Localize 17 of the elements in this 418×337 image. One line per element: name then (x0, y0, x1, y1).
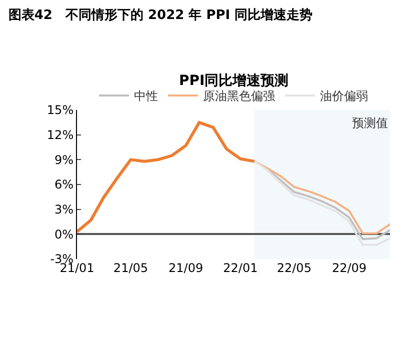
y-tick-label: 15% (46, 103, 74, 118)
legend-label: 原油黑色偏强 (203, 89, 275, 104)
legend-label: 中性 (134, 89, 158, 104)
chart-subtitle: PPI同比增速预测 (179, 73, 289, 89)
y-tick-label: 0% (54, 227, 74, 242)
band-label: 预测值 (352, 116, 388, 130)
x-tick-label: 22/09 (332, 261, 367, 275)
legend-label: 油价偏弱 (320, 89, 368, 104)
x-tick-label: 21/05 (113, 261, 148, 275)
chart-title: 图表42 不同情形下的 2022 年 PPI 同比增速走势 (8, 7, 313, 24)
y-tick-label: 6% (54, 178, 74, 192)
y-tick-label: 12% (46, 128, 74, 142)
x-tick-label: 21/09 (168, 261, 204, 275)
y-tick-label: 9% (54, 152, 74, 167)
y-tick-label: 3% (54, 202, 74, 217)
x-tick-label: 22/01 (223, 261, 258, 275)
x-tick-label: 22/05 (276, 261, 312, 275)
